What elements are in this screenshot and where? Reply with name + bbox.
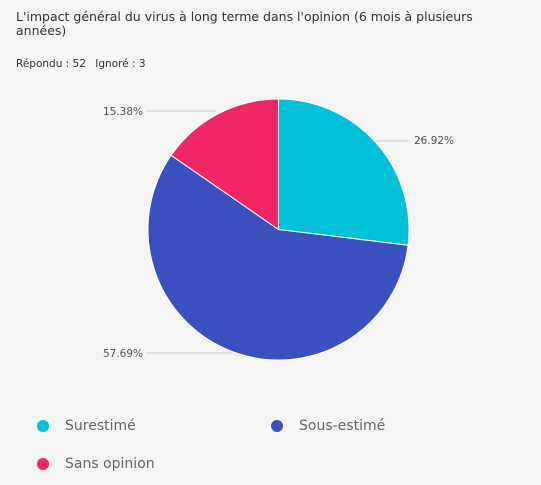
legend-item-sans-opinion[interactable]: Sans opinion <box>37 456 155 472</box>
response-stats: Répondu : 52 Ignoré : 3 <box>16 58 152 70</box>
data-label-0: 26.92% <box>414 135 454 147</box>
answered-count: Répondu : 52 <box>16 58 86 70</box>
legend-item-surestime[interactable]: Surestimé <box>37 418 136 434</box>
legend-dot-sans-opinion <box>37 458 49 470</box>
pie-slice-1[interactable] <box>147 154 409 361</box>
legend-item-sous-estime[interactable]: Sous-estimé <box>271 418 385 434</box>
data-label-1: 57.69% <box>103 348 143 360</box>
chart-title: L'impact général du virus à long terme d… <box>16 9 473 38</box>
pie-slice-0[interactable] <box>278 98 410 246</box>
legend-label-sans-opinion: Sans opinion <box>65 456 155 472</box>
pie-slice-2[interactable] <box>170 98 279 231</box>
data-label-2: 15.38% <box>103 106 143 118</box>
legend-label-sous-estime: Sous-estimé <box>299 418 386 434</box>
legend-dot-sous-estime <box>271 420 283 432</box>
skipped-count: Ignoré : 3 <box>95 58 146 70</box>
legend-dot-surestime <box>37 420 49 432</box>
legend-label-surestime: Surestimé <box>65 418 136 434</box>
